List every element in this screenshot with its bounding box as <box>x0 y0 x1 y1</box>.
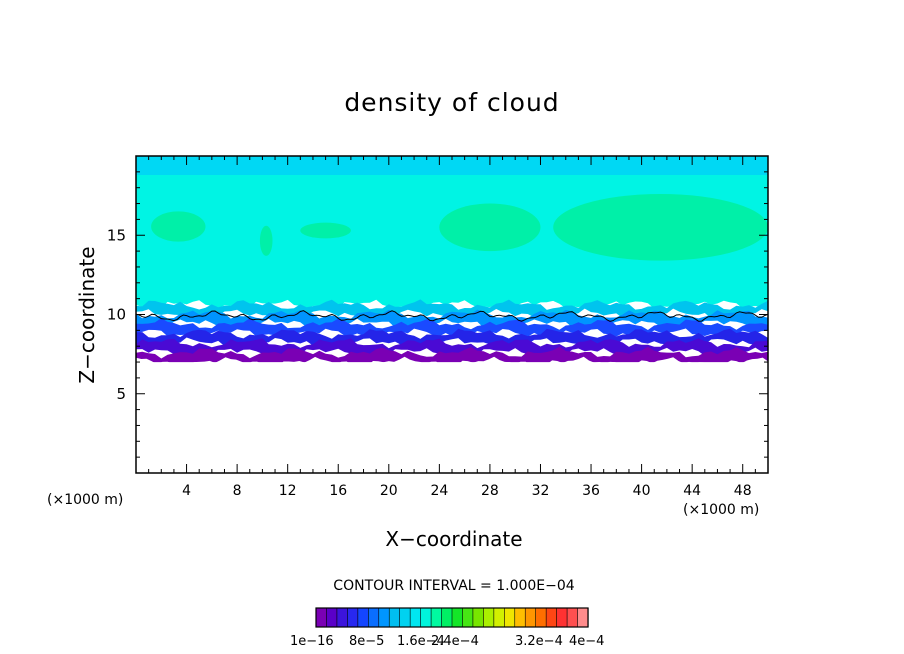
green-patch <box>300 222 351 239</box>
cloud-top-contour-line <box>136 310 768 322</box>
colorbar-swatch <box>430 607 443 628</box>
x-tick-label: 32 <box>532 483 550 499</box>
contour-band <box>136 156 768 175</box>
colorbar-label: 4e−4 <box>569 634 605 649</box>
green-patch <box>439 203 541 252</box>
x-axis-label: X−coordinate <box>385 527 523 551</box>
colorbar-swatch <box>577 607 589 628</box>
colorbar-swatch <box>441 607 453 628</box>
x-tick-label: 4 <box>182 483 191 499</box>
colorbar-swatch <box>535 607 547 628</box>
contour-interval-label: CONTOUR INTERVAL = 1.000E−04 <box>333 578 575 594</box>
colorbar-swatch <box>462 607 474 628</box>
colorbar-swatch <box>472 607 484 628</box>
colorbar-swatch <box>409 607 422 628</box>
green-patch <box>553 194 768 261</box>
y-tick-label: 15 <box>107 226 126 244</box>
x-tick-label: 12 <box>279 483 297 499</box>
colorbar-swatch <box>545 607 558 628</box>
x-tick-label: 44 <box>683 483 701 499</box>
x-tick-label: 24 <box>430 483 448 499</box>
contour-band <box>136 328 768 349</box>
colorbar-swatch <box>388 607 401 628</box>
colorbar <box>315 607 589 628</box>
colorbar-swatch <box>451 607 464 628</box>
x-tick-label: 8 <box>233 483 242 499</box>
colorbar-swatch <box>315 607 328 628</box>
contour-band <box>136 309 768 330</box>
colorbar-swatch <box>420 607 432 628</box>
y-axis-label: Z−coordinate <box>75 246 99 384</box>
colorbar-swatch <box>336 607 348 628</box>
colorbar-swatch <box>483 607 495 628</box>
x-tick-label: 40 <box>633 483 651 499</box>
x-tick-label: 20 <box>380 483 398 499</box>
y-tick-label: 10 <box>107 306 126 324</box>
colorbar-swatch <box>524 607 537 628</box>
colorbar-label: 2.4e−4 <box>431 634 479 649</box>
green-patch <box>259 225 273 256</box>
y-axis-ticks: 5 10 15 <box>107 171 768 458</box>
y-tick-label: 5 <box>116 385 126 403</box>
colorbar-swatch <box>399 607 411 628</box>
colorbar-label: 8e−5 <box>349 634 385 649</box>
x-axis-unit: (×1000 m) <box>683 502 760 518</box>
colorbar-swatch <box>357 607 369 628</box>
x-tick-label: 48 <box>734 483 752 499</box>
colorbar-swatch <box>514 607 526 628</box>
contour-band <box>136 346 768 363</box>
colorbar-frame <box>315 607 589 628</box>
plot-area <box>136 156 768 473</box>
x-tick-label: 28 <box>481 483 499 499</box>
colorbar-swatch <box>493 607 505 628</box>
colorbar-swatch <box>566 607 579 628</box>
colorbar-swatch <box>368 607 380 628</box>
y-axis-unit: (×1000 m) <box>47 492 124 508</box>
contour-band <box>136 299 768 321</box>
x-tick-label: 36 <box>582 483 600 499</box>
colorbar-swatch <box>347 607 359 628</box>
colorbar-swatch <box>556 607 568 628</box>
cloud-base-edge <box>136 356 768 473</box>
x-axis-ticks: 4 8 12 16 20 24 28 32 36 40 44 48 <box>148 156 756 499</box>
colorbar-label: 1.6e−4 <box>397 634 445 649</box>
x-tick-label: 16 <box>329 483 347 499</box>
chart-title: density of cloud <box>344 88 560 117</box>
colorbar-swatch <box>378 607 390 628</box>
colorbar-label: 1e−16 <box>290 634 334 649</box>
contour-green-patches <box>151 194 768 261</box>
green-patch <box>151 211 206 242</box>
colorbar-label: 3.2e−4 <box>515 634 563 649</box>
colorbar-swatch <box>504 607 516 628</box>
colorbar-swatch <box>326 607 338 628</box>
